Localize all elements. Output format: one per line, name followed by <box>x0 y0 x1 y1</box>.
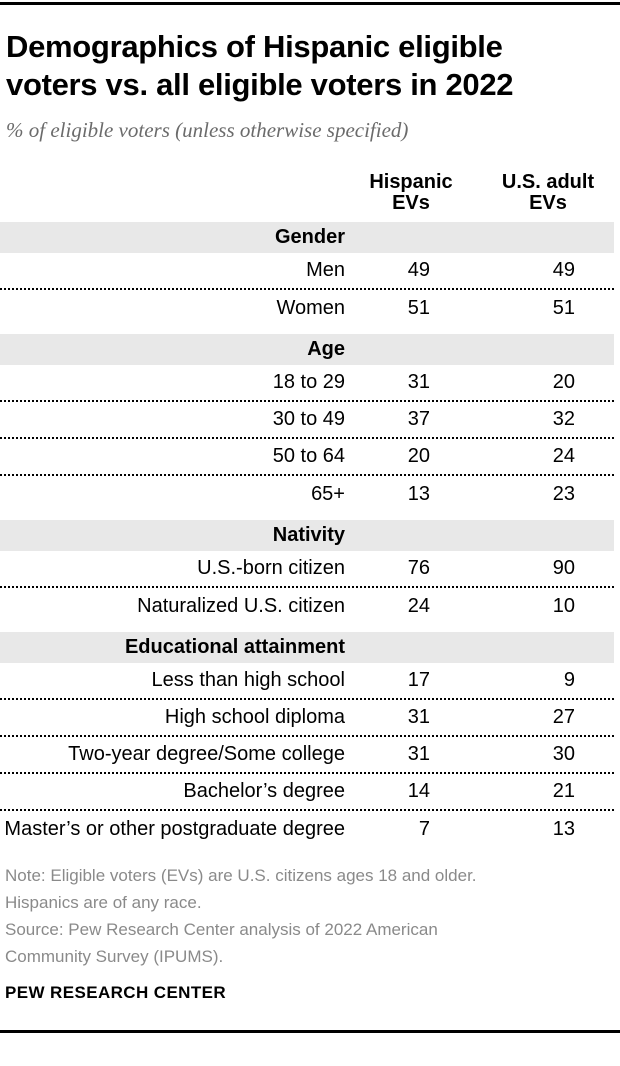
row-label: Less than high school <box>151 669 345 691</box>
row-value-hispanic-evs: 14 <box>407 780 430 802</box>
table-row: 30 to 49 37 32 <box>0 402 614 439</box>
table-row: U.S.-born citizen 76 90 <box>0 551 614 588</box>
row-value-us-adult-evs: 30 <box>552 743 575 765</box>
row-value-hispanic-evs: 76 <box>407 557 430 579</box>
column-header-us-adult-evs: U.S. adult EVs <box>501 171 595 214</box>
section-header-label: Nativity <box>272 524 345 546</box>
table-row: Less than high school 17 9 <box>0 663 614 700</box>
row-value-hispanic-evs: 51 <box>407 297 430 319</box>
row-value-hispanic-evs: 7 <box>418 818 430 840</box>
table-section: Educational attainment Less than high sch… <box>0 632 614 848</box>
table-row: Two-year degree/Some college 31 30 <box>0 737 614 774</box>
row-value-us-adult-evs: 90 <box>552 557 575 579</box>
table-row: 65+ 13 23 <box>0 476 614 513</box>
row-value-us-adult-evs: 49 <box>552 259 575 281</box>
row-label: 50 to 64 <box>272 445 345 467</box>
row-label: Master’s or other postgraduate degree <box>4 818 345 840</box>
section-header: Nativity <box>0 520 614 551</box>
note-line: Community Survey (IPUMS). <box>5 947 224 966</box>
page-subtitle: % of eligible voters (unless otherwise s… <box>6 118 409 142</box>
row-value-hispanic-evs: 49 <box>407 259 430 281</box>
page-title-line2: voters vs. all eligible voters in 2022 <box>6 67 514 102</box>
row-value-us-adult-evs: 9 <box>563 669 575 691</box>
row-label: 18 to 29 <box>272 371 345 393</box>
section-header-label: Age <box>307 338 345 360</box>
table-section: Age 18 to 29 31 20 30 to 49 37 32 50 to 64 20 24 6… <box>0 334 614 513</box>
table-row: Naturalized U.S. citizen 24 10 <box>0 588 614 625</box>
row-label: High school diploma <box>164 706 345 728</box>
section-header: Age <box>0 334 614 365</box>
row-label: Women <box>276 297 345 319</box>
page-title: Demographics of Hispanic eligible voters… <box>6 28 614 104</box>
note-text: Note: Eligible voters (EVs) are U.S. cit… <box>5 862 610 970</box>
row-label: Men <box>306 259 345 281</box>
row-value-us-adult-evs: 10 <box>552 595 575 617</box>
table-section: Nativity U.S.-born citizen 76 90 Naturalized… <box>0 520 614 625</box>
note-line: Note: Eligible voters (EVs) are U.S. cit… <box>5 866 477 885</box>
table-row: Bachelor’s degree 14 21 <box>0 774 614 811</box>
row-value-us-adult-evs: 21 <box>552 780 575 802</box>
column-header-hispanic-evs: Hispanic EVs <box>369 171 453 214</box>
table-row: 50 to 64 20 24 <box>0 439 614 476</box>
row-value-us-adult-evs: 23 <box>552 483 575 505</box>
table-row: 18 to 29 31 20 <box>0 365 614 402</box>
page-title-line1: Demographics of Hispanic eligible <box>6 29 503 64</box>
row-value-hispanic-evs: 31 <box>407 371 430 393</box>
row-value-us-adult-evs: 24 <box>552 445 575 467</box>
row-label: 30 to 49 <box>272 408 345 430</box>
top-rule <box>0 2 620 5</box>
row-value-us-adult-evs: 51 <box>552 297 575 319</box>
row-value-us-adult-evs: 20 <box>552 371 575 393</box>
row-value-us-adult-evs: 27 <box>552 706 575 728</box>
bottom-rule <box>0 1030 620 1033</box>
note-line: Hispanics are of any race. <box>5 893 202 912</box>
table-body: Gender Men 49 49 Women 51 51 Age 18 to 29 31 20 30 … <box>0 222 614 848</box>
column-headers: Hispanic EVs U.S. adult EVs <box>0 172 620 214</box>
table-row: Master’s or other postgraduate degree 7 13 <box>0 811 614 848</box>
row-label: 65+ <box>311 483 345 505</box>
row-value-us-adult-evs: 32 <box>552 408 575 430</box>
row-label: Bachelor’s degree <box>183 780 345 802</box>
row-value-hispanic-evs: 37 <box>407 408 430 430</box>
row-value-us-adult-evs: 13 <box>552 818 575 840</box>
section-header-label: Gender <box>274 226 345 248</box>
row-value-hispanic-evs: 13 <box>407 483 430 505</box>
row-value-hispanic-evs: 17 <box>407 669 430 691</box>
attribution: PEW RESEARCH CENTER <box>5 983 227 1002</box>
row-value-hispanic-evs: 24 <box>407 595 430 617</box>
row-label: Two-year degree/Some college <box>68 743 345 765</box>
row-value-hispanic-evs: 20 <box>407 445 430 467</box>
row-label: U.S.-born citizen <box>197 557 345 579</box>
table-row: Men 49 49 <box>0 253 614 290</box>
section-header: Gender <box>0 222 614 253</box>
table-row: High school diploma 31 27 <box>0 700 614 737</box>
row-value-hispanic-evs: 31 <box>407 743 430 765</box>
note-line: Source: Pew Research Center analysis of … <box>5 920 438 939</box>
section-header: Educational attainment <box>0 632 614 663</box>
table-row: Women 51 51 <box>0 290 614 327</box>
row-label: Naturalized U.S. citizen <box>137 595 345 617</box>
section-header-label: Educational attainment <box>124 636 345 658</box>
table-section: Gender Men 49 49 Women 51 51 <box>0 222 614 327</box>
row-value-hispanic-evs: 31 <box>407 706 430 728</box>
